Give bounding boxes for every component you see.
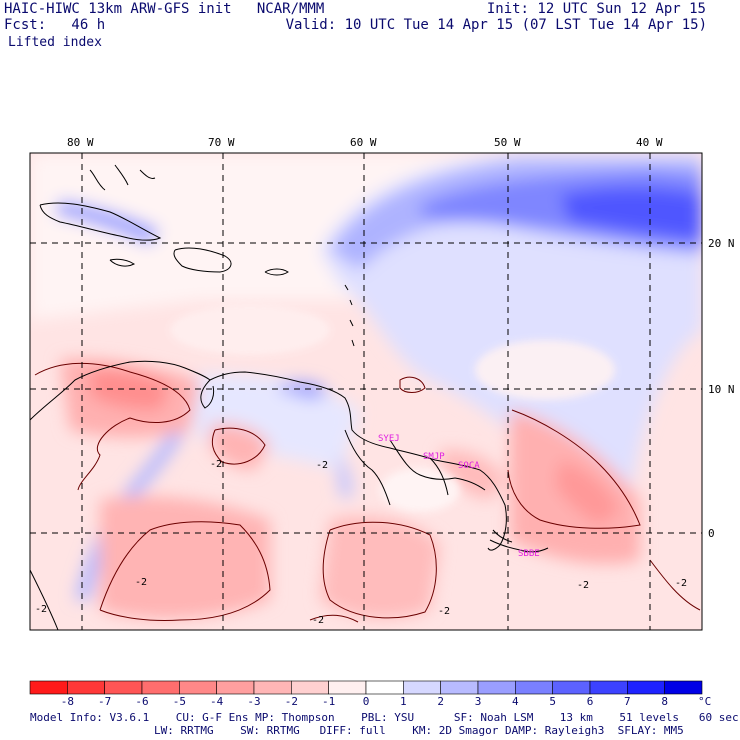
footer-model-info: Model Info: V3.6.1 CU: G-F Ens MP: Thomp… bbox=[30, 711, 739, 724]
forecast-hour: Fcst: 46 h bbox=[4, 17, 106, 33]
contour-label: -2 bbox=[210, 459, 222, 470]
map-frame bbox=[29, 152, 703, 631]
lat-label-10n: 10 N bbox=[708, 383, 735, 396]
lon-label-40w: 40 W bbox=[636, 136, 663, 149]
footer-physics-info: LW: RRTMG SW: RRTMG DIFF: full KM: 2D Sm… bbox=[154, 724, 684, 737]
shaded-field bbox=[30, 153, 702, 630]
header-title: HAIC-HIWC 13km ARW-GFS init NCAR/MMM bbox=[4, 1, 325, 17]
contour-label: -2 bbox=[312, 615, 324, 626]
lat-label-0: 0 bbox=[708, 527, 715, 540]
lat-lon-grid bbox=[30, 153, 702, 630]
lon-label-60w: 60 W bbox=[350, 136, 377, 149]
station-label-soca: SOCA bbox=[458, 461, 480, 471]
coastlines bbox=[30, 164, 549, 630]
contour-lines bbox=[34, 362, 701, 623]
station-label-syej: SYEJ bbox=[378, 434, 400, 444]
contour-label: -2 bbox=[35, 604, 47, 615]
field-name: Lifted index bbox=[8, 35, 102, 50]
contour-label: -2 bbox=[135, 577, 147, 588]
contour-label: -2 bbox=[316, 460, 328, 471]
contour-label: -2 bbox=[675, 578, 687, 589]
init-time: Init: 12 UTC Sun 12 Apr 15 bbox=[486, 1, 706, 17]
station-label-smjp: SMJP bbox=[423, 452, 445, 462]
station-label-sbbe: SBBE bbox=[518, 549, 540, 559]
contour-label: -2 bbox=[438, 606, 450, 617]
lon-label-50w: 50 W bbox=[494, 136, 521, 149]
valid-time: Valid: 10 UTC Tue 14 Apr 15 (07 LST Tue … bbox=[285, 17, 707, 33]
lon-label-70w: 70 W bbox=[208, 136, 235, 149]
lat-label-20n: 20 N bbox=[708, 237, 735, 250]
lon-label-80w: 80 W bbox=[67, 136, 94, 149]
contour-label: -2 bbox=[577, 580, 589, 591]
